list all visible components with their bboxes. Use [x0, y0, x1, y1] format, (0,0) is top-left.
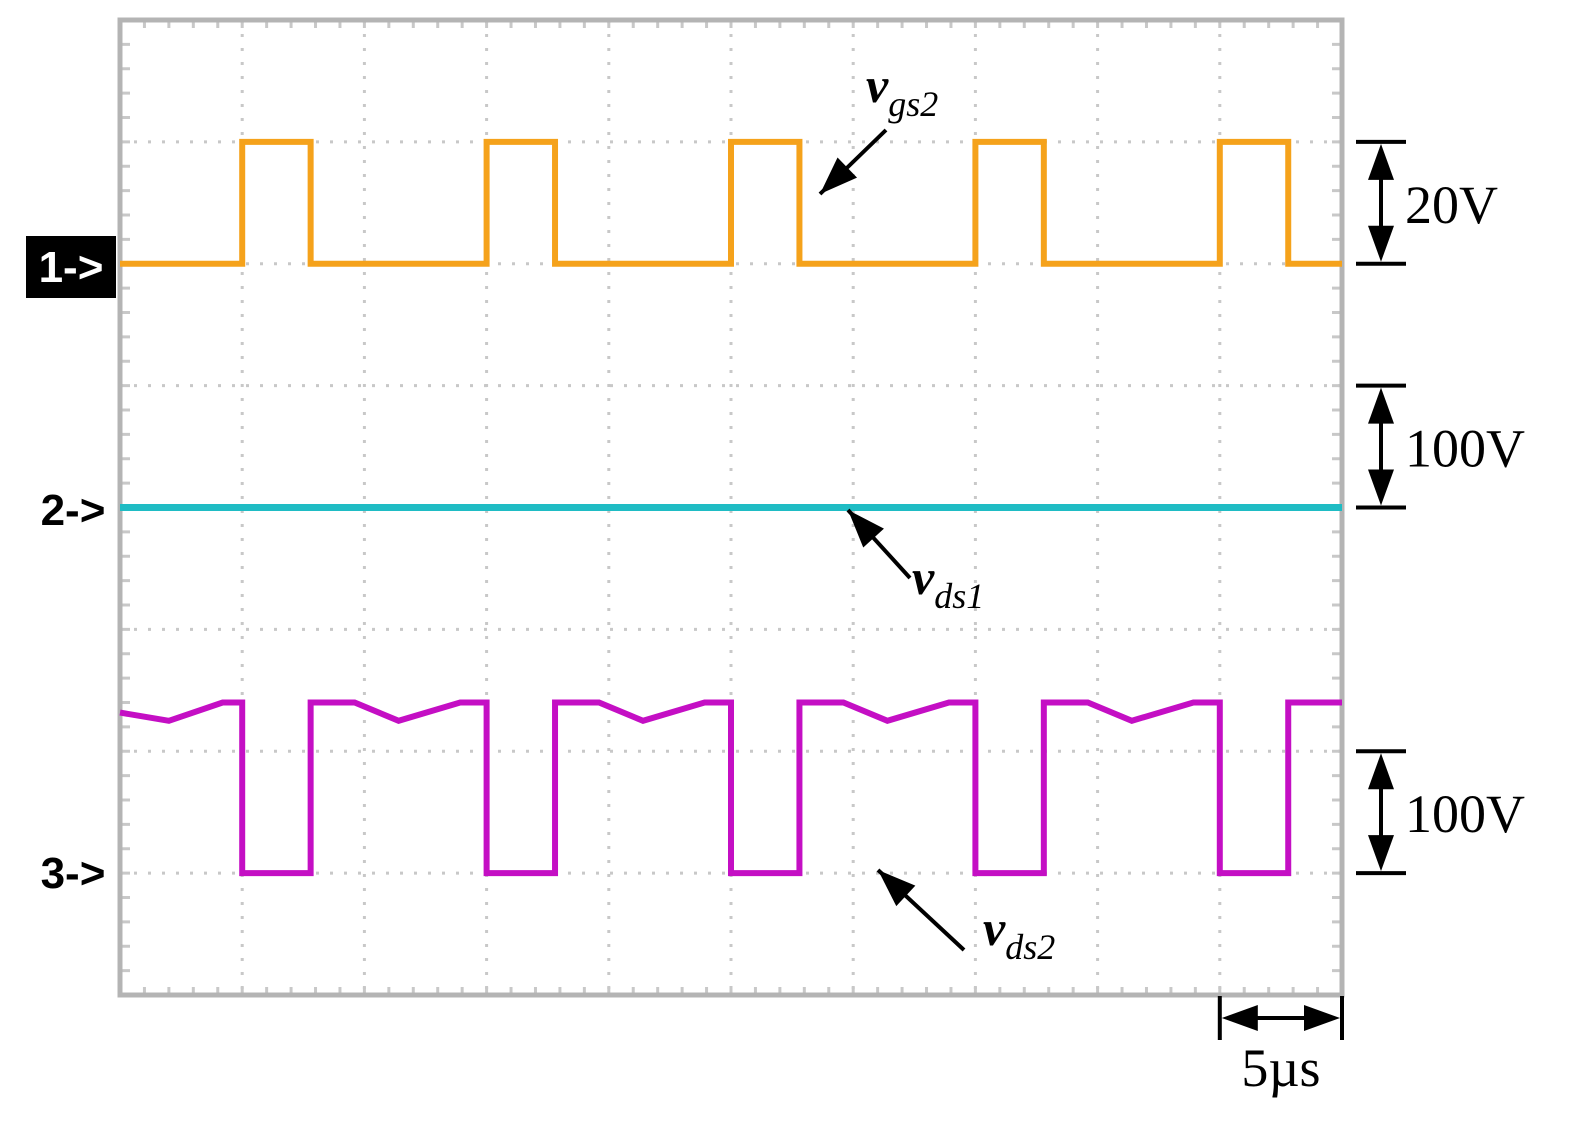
- arrow-vds1-head: [848, 510, 884, 548]
- scale-marker-label: 100V: [1405, 419, 1525, 479]
- scale-marker-head-up: [1368, 753, 1394, 790]
- trace-vds2: [119, 699, 1342, 877]
- channel-1-marker: 1->: [39, 243, 104, 292]
- vgs2-main: v: [866, 57, 889, 113]
- series-label-vds2: vds2: [983, 900, 1055, 967]
- scale-marker-2: 100V: [1356, 383, 1525, 510]
- traces: [119, 138, 1342, 877]
- vds2-sub: ds2: [1005, 927, 1055, 967]
- series-label-vgs2: vgs2: [866, 57, 938, 124]
- time-marker-head-right: [1304, 1005, 1340, 1031]
- time-marker: 5µs: [1217, 996, 1344, 1098]
- scale-markers: 20V 100V 100V: [1356, 139, 1525, 876]
- trace-vgs2: [120, 138, 1342, 267]
- annotation-arrows: [818, 128, 966, 952]
- annotations: vgs2 vds1 vds2: [866, 57, 1055, 967]
- series-label-vds1: vds1: [912, 549, 984, 616]
- scale-marker-label: 20V: [1405, 175, 1498, 235]
- vds2-main: v: [983, 900, 1006, 956]
- vds1-sub: ds1: [934, 576, 984, 616]
- scale-marker-head-up: [1368, 143, 1394, 180]
- channel-3-marker: 3->: [41, 849, 106, 898]
- arrow-vgs2-head: [820, 157, 858, 194]
- channel-1-marker-background: [26, 236, 116, 298]
- scale-marker-head-up: [1368, 387, 1394, 424]
- time-marker-label: 5µs: [1241, 1038, 1320, 1098]
- vds1-main: v: [912, 549, 935, 605]
- scale-marker-3: 100V: [1356, 749, 1525, 876]
- arrow-vds2-head: [878, 870, 916, 907]
- scale-marker-1: 20V: [1356, 139, 1498, 266]
- channel-2-marker: 2->: [41, 486, 106, 535]
- scale-marker-label: 100V: [1405, 784, 1525, 844]
- channel-markers: 1-> 2-> 3->: [26, 236, 116, 898]
- time-marker-head-left: [1221, 1005, 1258, 1031]
- scale-marker-head-down: [1368, 469, 1394, 506]
- scale-marker-head-down: [1368, 225, 1394, 262]
- scale-marker-head-down: [1368, 835, 1394, 872]
- vgs2-sub: gs2: [888, 84, 938, 124]
